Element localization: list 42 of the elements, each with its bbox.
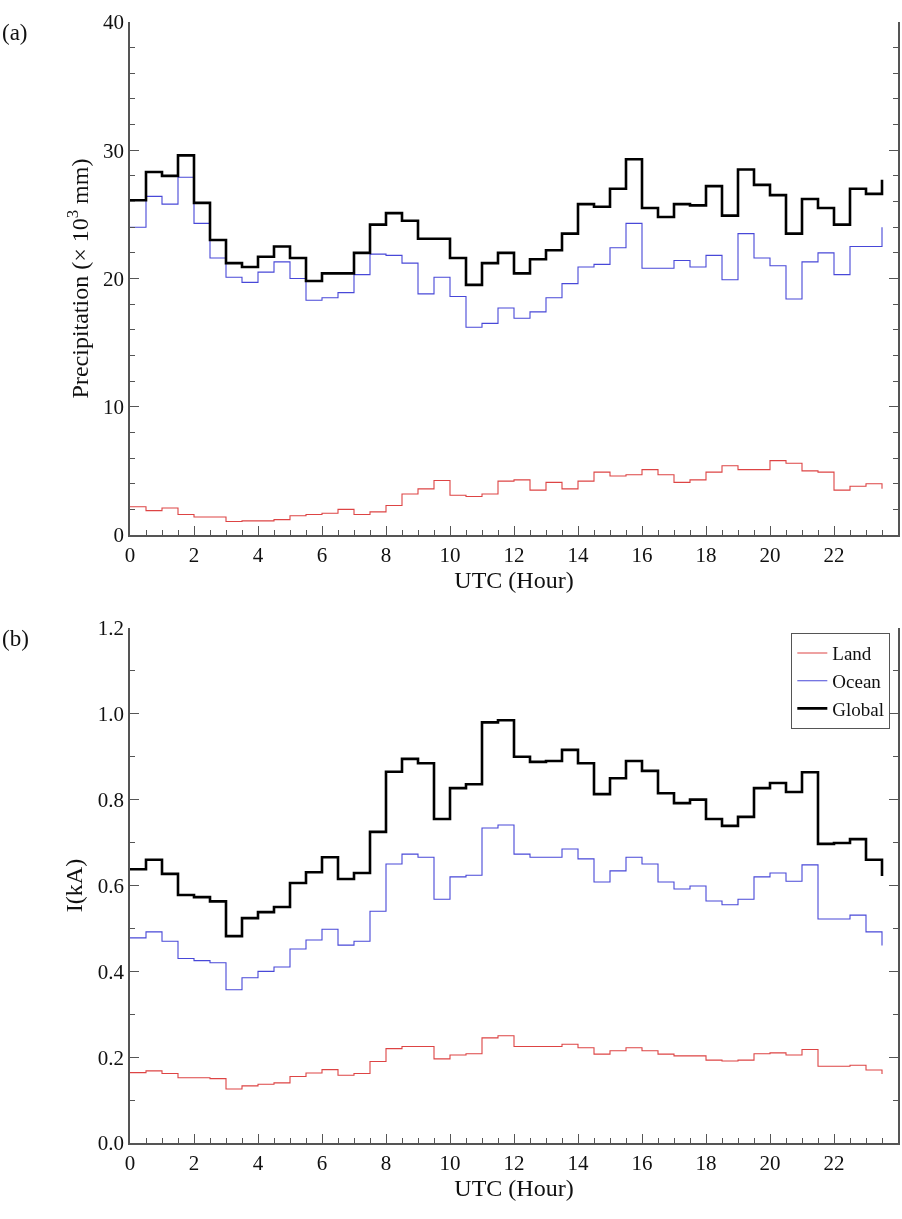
y-tick-label: 0.0 <box>97 1131 125 1156</box>
x-tick-label: 8 <box>380 542 392 567</box>
x-tick-label: 18 <box>695 1150 717 1175</box>
y-tick-label: 0.6 <box>97 873 125 898</box>
x-tick-label: 22 <box>823 542 845 567</box>
y-tick-label: 0 <box>113 523 125 548</box>
x-tick-label: 18 <box>695 542 717 567</box>
x-tick-label: 20 <box>759 542 781 567</box>
x-tick-label: 12 <box>503 542 525 567</box>
y-tick-label: 10 <box>103 395 125 420</box>
x-tick-label: 6 <box>316 1150 328 1175</box>
x-tick-label: 2 <box>188 1150 200 1175</box>
y-tick-label: 0.8 <box>97 788 125 813</box>
legend-label: Land <box>832 643 872 665</box>
legend-label: Ocean <box>832 671 882 693</box>
x-tick-label: 12 <box>503 1150 525 1175</box>
y-tick-label: 1.0 <box>97 702 125 727</box>
y-tick-label: 1.2 <box>97 616 125 641</box>
x-tick-label: 10 <box>439 542 461 567</box>
y-tick-label: 0.4 <box>97 959 125 984</box>
x-tick-label: 16 <box>631 1150 653 1175</box>
x-tick-label: 8 <box>380 1150 392 1175</box>
x-axis-title: UTC (Hour) <box>454 1174 574 1201</box>
x-tick-label: 14 <box>567 1150 589 1175</box>
x-tick-label: 14 <box>567 542 589 567</box>
x-tick-label: 4 <box>252 1150 264 1175</box>
chart-title: (b) <box>2 626 29 651</box>
chart-title: (a) <box>2 20 28 45</box>
x-tick-label: 20 <box>759 1150 781 1175</box>
legend-label: Global <box>832 698 885 720</box>
x-tick-label: 22 <box>823 1150 845 1175</box>
y-axis-title: I(kA) <box>61 858 88 913</box>
y-tick-label: 0.2 <box>97 1045 125 1070</box>
x-tick-label: 10 <box>439 1150 461 1175</box>
y-tick-label: 30 <box>103 138 125 163</box>
x-axis-title: UTC (Hour) <box>454 566 574 593</box>
x-tick-label: 16 <box>631 542 653 567</box>
x-tick-label: 6 <box>316 542 328 567</box>
x-tick-label: 4 <box>252 542 264 567</box>
x-tick-label: 2 <box>188 542 200 567</box>
y-tick-label: 20 <box>103 266 125 291</box>
y-tick-label: 40 <box>103 10 125 35</box>
